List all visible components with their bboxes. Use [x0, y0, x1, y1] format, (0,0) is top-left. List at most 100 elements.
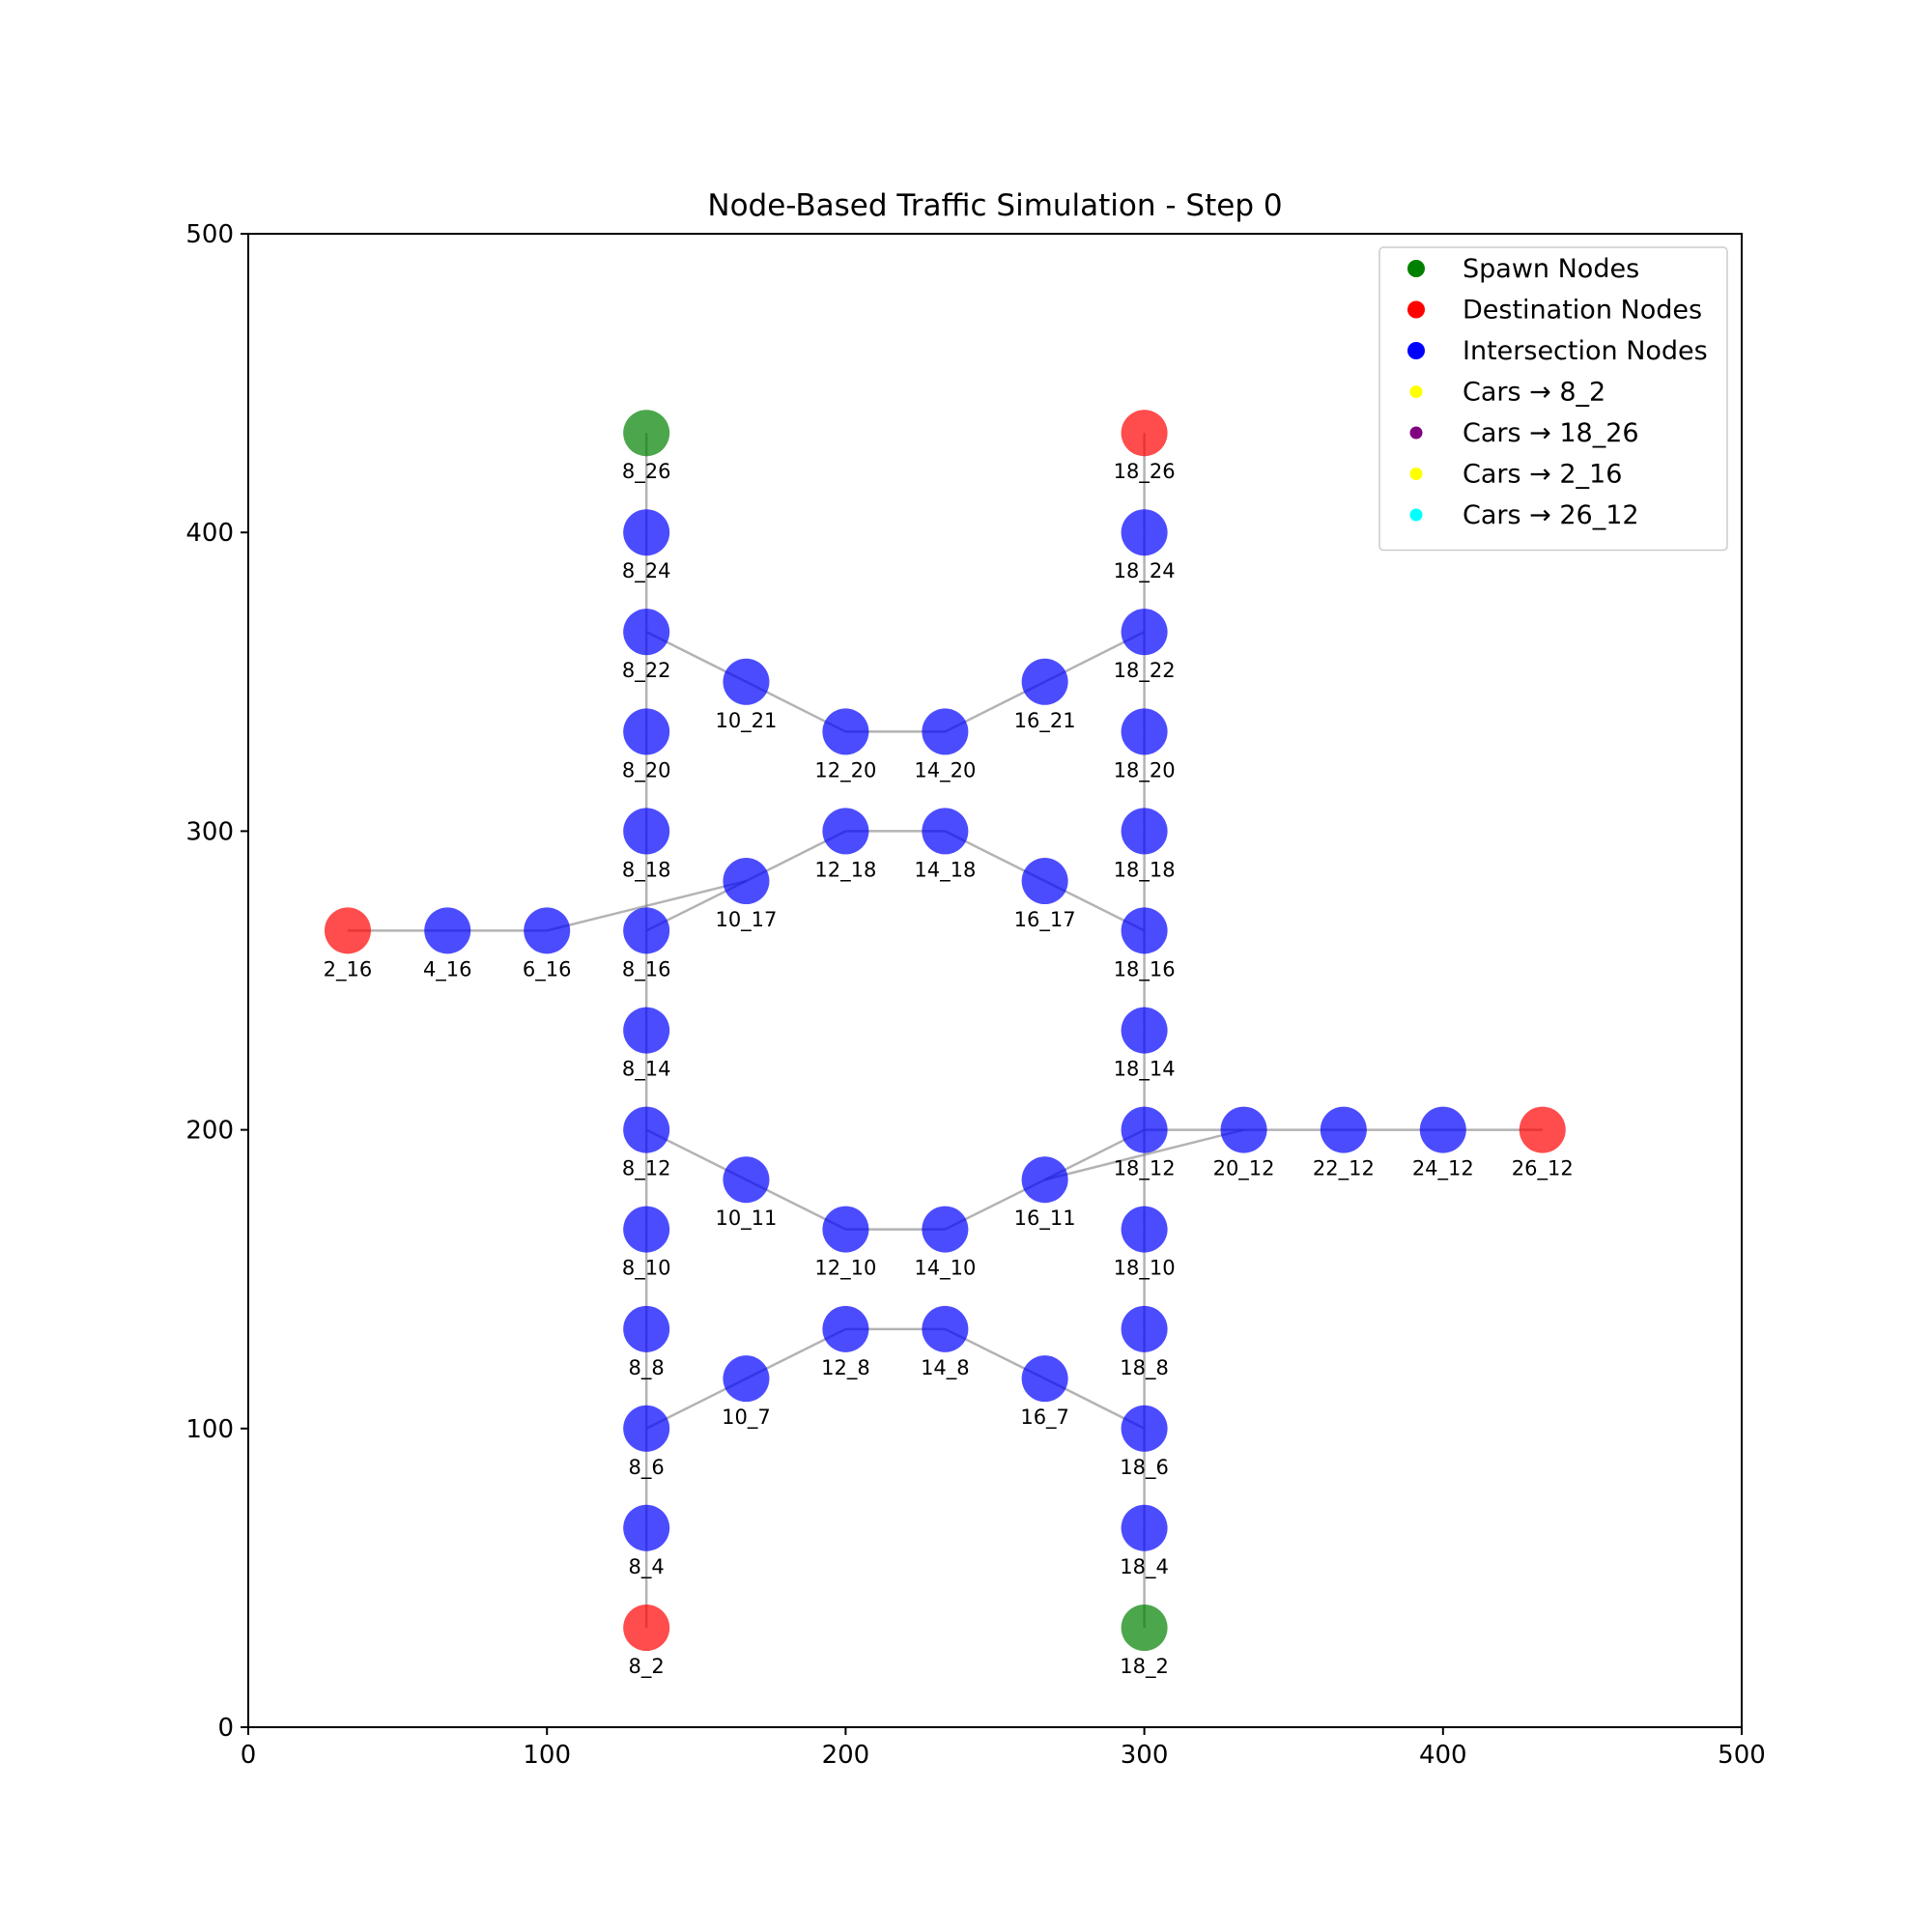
- node-18_16: [1121, 907, 1168, 954]
- node-8_8: [623, 1305, 670, 1352]
- node-label-18_14: 18_14: [1114, 1058, 1176, 1082]
- axis-layer: 0 100 200 300 400 500 0 100 200 300 400 500: [185, 220, 1765, 1770]
- node-label-26_12: 26_12: [1512, 1157, 1574, 1181]
- node-label-12_8: 12_8: [821, 1356, 870, 1380]
- legend-marker-4: [1409, 426, 1423, 440]
- legend-label-2: Intersection Nodes: [1463, 336, 1708, 366]
- node-12_20: [822, 708, 869, 755]
- legend-box: [1378, 246, 1728, 552]
- node-label-12_20: 12_20: [814, 758, 876, 782]
- node-label-8_16: 8_16: [622, 957, 671, 981]
- legend-label-6: Cars → 26_12: [1463, 500, 1639, 530]
- node-label-18_12: 18_12: [1114, 1157, 1176, 1181]
- node-label-18_18: 18_18: [1114, 858, 1176, 882]
- node-18_4: [1121, 1504, 1168, 1551]
- legend-label-3: Cars → 8_2: [1463, 378, 1605, 408]
- node-label-24_12: 24_12: [1412, 1157, 1474, 1181]
- node-label-14_18: 14_18: [914, 858, 976, 882]
- x-tick-label-100: 100: [523, 1741, 571, 1770]
- node-label-16_21: 16_21: [1014, 709, 1076, 733]
- node-18_24: [1121, 509, 1168, 556]
- x-tick-label-200: 200: [822, 1741, 870, 1770]
- node-8_6: [623, 1405, 670, 1452]
- node-label-12_18: 12_18: [814, 858, 876, 882]
- node-12_10: [822, 1206, 869, 1253]
- node-label-16_17: 16_17: [1014, 908, 1076, 932]
- node-10_7: [723, 1355, 770, 1403]
- edge-16_11-20_12: [1044, 1128, 1244, 1181]
- node-18_10: [1121, 1206, 1168, 1253]
- node-24_12: [1419, 1106, 1466, 1153]
- node-22_12: [1320, 1106, 1367, 1153]
- node-label-4_16: 4_16: [423, 957, 472, 981]
- node-26_12: [1519, 1106, 1566, 1153]
- node-8_24: [623, 509, 670, 556]
- node-14_10: [922, 1206, 969, 1253]
- node-label-12_10: 12_10: [814, 1257, 876, 1281]
- node-18_8: [1121, 1305, 1168, 1352]
- y-tick-label-0: 0: [217, 1714, 234, 1743]
- y-tick-label-500: 500: [185, 220, 234, 249]
- node-label-18_22: 18_22: [1114, 659, 1176, 683]
- node-label-18_26: 18_26: [1114, 460, 1176, 484]
- node-label-6_16: 6_16: [523, 957, 572, 981]
- node-20_12: [1220, 1106, 1267, 1153]
- x-tick-label-400: 400: [1419, 1741, 1467, 1770]
- node-8_18: [623, 808, 670, 855]
- legend-marker-0: [1407, 260, 1425, 277]
- legend-marker-2: [1407, 342, 1425, 359]
- node-16_21: [1021, 658, 1068, 705]
- node-4_16: [424, 907, 471, 954]
- node-label-18_2: 18_2: [1120, 1655, 1169, 1679]
- node-8_22: [623, 609, 670, 656]
- node-18_12: [1121, 1106, 1168, 1153]
- node-8_20: [623, 708, 670, 755]
- plot-frame: [247, 233, 1743, 1728]
- y-tick-label-400: 400: [185, 519, 234, 548]
- node-12_8: [822, 1305, 869, 1352]
- edge-6_16-10_17: [546, 879, 747, 932]
- node-10_21: [723, 658, 770, 705]
- node-16_17: [1021, 858, 1068, 905]
- node-8_4: [623, 1504, 670, 1551]
- node-label-8_22: 8_22: [622, 659, 671, 683]
- node-14_18: [922, 808, 969, 855]
- node-label-18_8: 18_8: [1120, 1356, 1169, 1380]
- y-tick-label-200: 200: [185, 1117, 234, 1146]
- node-label-8_4: 8_4: [629, 1555, 665, 1579]
- legend-label-5: Cars → 2_16: [1463, 460, 1622, 490]
- node-18_14: [1121, 1007, 1168, 1054]
- node-8_2: [623, 1605, 670, 1652]
- node-label-8_24: 8_24: [622, 559, 671, 583]
- node-label-8_26: 8_26: [622, 460, 671, 484]
- node-label-10_21: 10_21: [715, 709, 777, 733]
- node-label-22_12: 22_12: [1313, 1157, 1375, 1181]
- node-8_12: [623, 1106, 670, 1153]
- node-label-layer: 8_26 18_2 18_26 8_2 2_16 26_12 8_24 8_22 8_20 8_1…: [324, 460, 1574, 1679]
- node-layer: [324, 410, 1566, 1652]
- node-label-18_16: 18_16: [1114, 957, 1176, 981]
- node-label-14_10: 14_10: [914, 1257, 976, 1281]
- node-label-8_14: 8_14: [622, 1058, 671, 1082]
- node-8_14: [623, 1007, 670, 1054]
- node-label-8_2: 8_2: [629, 1655, 665, 1679]
- node-label-10_11: 10_11: [715, 1207, 777, 1231]
- node-8_10: [623, 1206, 670, 1253]
- x-tick-label-500: 500: [1718, 1741, 1766, 1770]
- legend: Spawn Nodes Destination Nodes Intersection…: [1378, 246, 1728, 552]
- node-16_7: [1021, 1355, 1068, 1403]
- node-label-8_12: 8_12: [622, 1157, 671, 1181]
- node-label-16_7: 16_7: [1020, 1406, 1069, 1430]
- node-label-20_12: 20_12: [1213, 1157, 1275, 1181]
- node-10_11: [723, 1156, 770, 1204]
- legend-label-1: Destination Nodes: [1463, 296, 1702, 326]
- x-tick-label-300: 300: [1121, 1741, 1169, 1770]
- legend-label-4: Cars → 18_26: [1463, 418, 1639, 448]
- node-label-8_10: 8_10: [622, 1257, 671, 1281]
- node-18_22: [1121, 609, 1168, 656]
- node-label-18_4: 18_4: [1120, 1555, 1169, 1579]
- node-label-18_6: 18_6: [1120, 1456, 1169, 1480]
- node-18_26: [1121, 410, 1168, 457]
- node-14_20: [922, 708, 969, 755]
